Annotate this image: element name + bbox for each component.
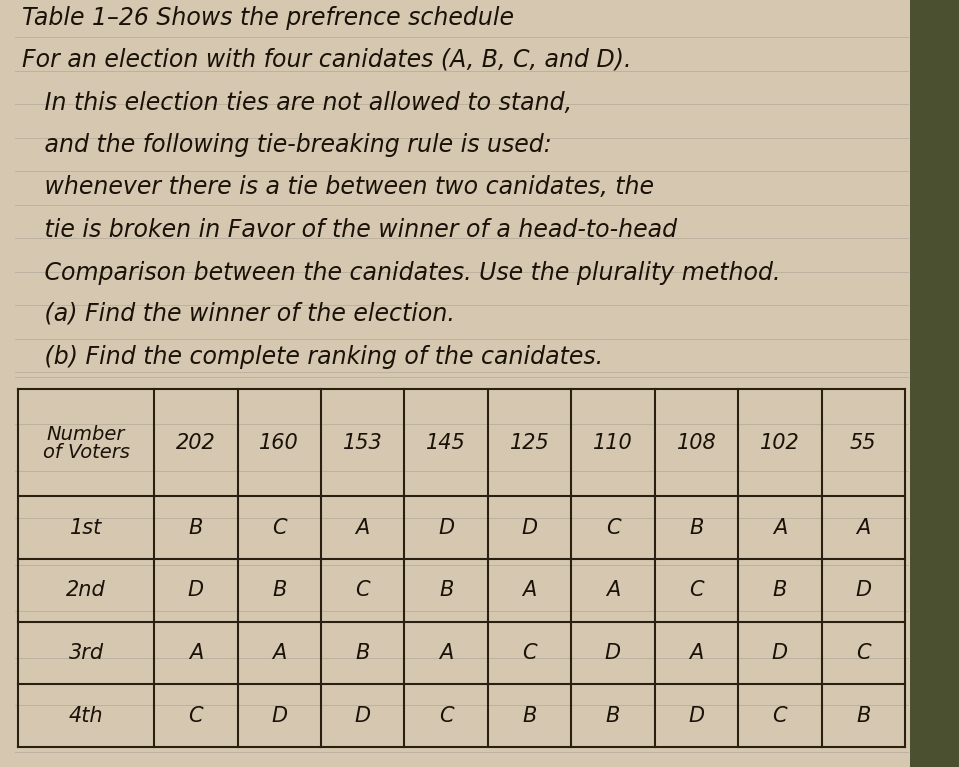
Text: 153: 153 [342,433,383,453]
Text: and the following tie-breaking rule is used:: and the following tie-breaking rule is u… [22,133,551,157]
Text: A: A [272,643,287,663]
Text: C: C [439,706,454,726]
Text: A: A [606,581,620,601]
Text: 102: 102 [760,433,800,453]
Text: 202: 202 [175,433,216,453]
Text: C: C [272,518,287,538]
Text: D: D [689,706,705,726]
Text: For an election with four canidates (A, B, C, and D).: For an election with four canidates (A, … [22,48,631,72]
Text: A: A [856,518,871,538]
Text: D: D [772,643,788,663]
Text: C: C [356,581,370,601]
Text: D: D [438,518,455,538]
Text: 125: 125 [509,433,550,453]
Text: C: C [606,518,620,538]
Text: A: A [356,518,370,538]
Text: B: B [189,518,203,538]
Text: Number: Number [47,425,126,444]
Text: In this election ties are not allowed to stand,: In this election ties are not allowed to… [22,91,573,115]
Text: of Voters: of Voters [42,443,129,463]
Text: B: B [690,518,704,538]
Text: A: A [773,518,787,538]
Text: A: A [189,643,203,663]
Text: (b) Find the complete ranking of the canidates.: (b) Find the complete ranking of the can… [22,345,603,369]
Text: D: D [188,581,204,601]
Text: D: D [522,518,538,538]
Text: B: B [356,643,370,663]
Text: B: B [272,581,287,601]
Text: A: A [690,643,704,663]
Text: 55: 55 [850,433,877,453]
Text: B: B [523,706,537,726]
Text: C: C [690,581,704,601]
Text: 2nd: 2nd [66,581,105,601]
Text: A: A [523,581,537,601]
Text: 160: 160 [259,433,299,453]
Text: B: B [773,581,787,601]
Text: Comparison between the canidates. Use the plurality method.: Comparison between the canidates. Use th… [22,261,781,285]
Text: D: D [855,581,872,601]
Bar [910,0,959,767]
Text: B: B [606,706,620,726]
Text: C: C [523,643,537,663]
Text: whenever there is a tie between two canidates, the: whenever there is a tie between two cani… [22,175,654,199]
Text: 108: 108 [676,433,716,453]
Text: B: B [439,581,454,601]
Text: D: D [355,706,371,726]
Text: tie is broken in Favor of the winner of a head-to-head: tie is broken in Favor of the winner of … [22,218,677,242]
Text: C: C [773,706,787,726]
Text: 4th: 4th [69,706,104,726]
Text: D: D [605,643,621,663]
Text: 3rd: 3rd [68,643,104,663]
Text: C: C [189,706,203,726]
Text: 145: 145 [426,433,466,453]
Text: B: B [856,706,871,726]
Text: A: A [439,643,454,663]
Text: D: D [271,706,288,726]
Text: 1st: 1st [70,518,103,538]
Text: (a) Find the winner of the election.: (a) Find the winner of the election. [22,302,455,326]
Text: 110: 110 [593,433,633,453]
Text: C: C [856,643,871,663]
Text: Table 1–26 Shows the prefrence schedule: Table 1–26 Shows the prefrence schedule [22,6,514,30]
